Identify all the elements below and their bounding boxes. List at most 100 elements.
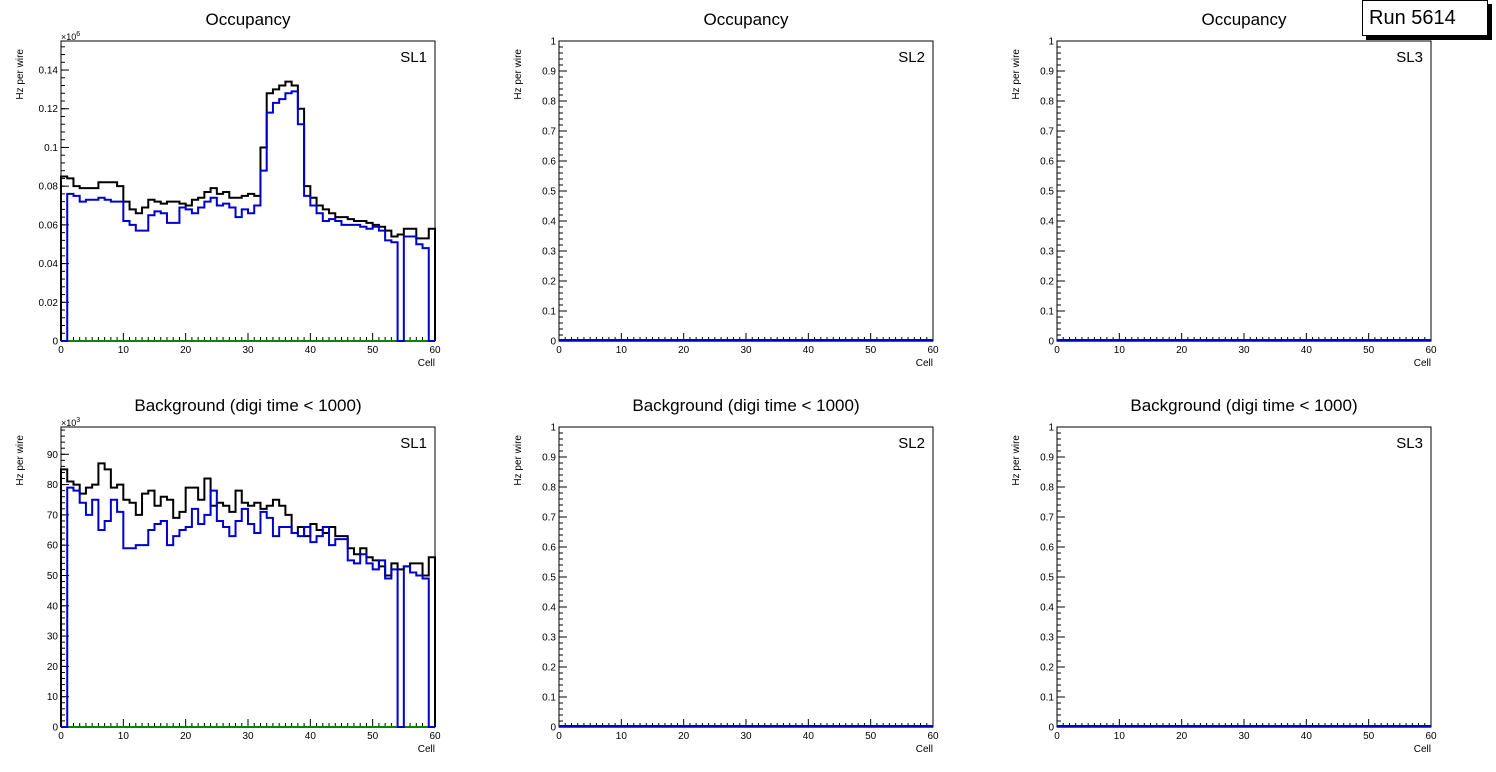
run-label-frame xyxy=(1362,0,1488,36)
x-tick-label: 50 xyxy=(865,345,877,356)
x-tick-label: 20 xyxy=(678,345,690,356)
plot-frame xyxy=(60,40,436,342)
chart-panel-3: Occupancy SL3 0 10 20 30 40 50 60 Cell 0 0.1 0.2 0.3 0… xyxy=(1011,10,1437,369)
y-tick-label: 0.5 xyxy=(542,573,556,584)
y-tick-label: 0.7 xyxy=(542,127,556,138)
panel-label: SL1 xyxy=(400,435,427,452)
y-tick-label: 20 xyxy=(47,662,59,673)
y-tick-label: 0.6 xyxy=(1040,543,1054,554)
y-tick-label: 0.8 xyxy=(1040,97,1054,108)
plot-frame xyxy=(1056,426,1432,728)
x-tick-label: 0 xyxy=(58,345,64,356)
x-tick-label: 40 xyxy=(1301,731,1313,742)
x-tick-label: 0 xyxy=(1054,345,1060,356)
x-tick-label: 40 xyxy=(305,731,317,742)
x-tick-label: 30 xyxy=(1238,731,1250,742)
panel-label: SL1 xyxy=(400,49,427,66)
chart-title: Occupancy xyxy=(703,10,789,29)
y-tick-label: 0 xyxy=(52,723,58,734)
y-tick-label: 0 xyxy=(1048,723,1054,734)
x-tick-label: 60 xyxy=(927,345,939,356)
y-tick-label: 50 xyxy=(47,571,59,582)
x-tick-label: 30 xyxy=(1238,345,1250,356)
series-step-line-1 xyxy=(60,80,436,341)
x-tick-label: 50 xyxy=(1363,731,1375,742)
x-tick-label: 10 xyxy=(616,345,628,356)
x-tick-label: 20 xyxy=(180,731,192,742)
series-step-line-1 xyxy=(60,462,436,727)
y-tick-label: 0.4 xyxy=(1040,217,1054,228)
x-tick-label: 30 xyxy=(740,345,752,356)
chart-title: Occupancy xyxy=(1201,10,1287,29)
y-tick-label: 0.6 xyxy=(542,157,556,168)
x-tick-label: 60 xyxy=(1425,345,1437,356)
y-tick-label: 0.04 xyxy=(39,259,59,270)
x-tick-label: 20 xyxy=(1176,345,1188,356)
y-tick-label: 1 xyxy=(1048,423,1054,434)
y-tick-label: 0.7 xyxy=(1040,127,1054,138)
x-tick-label: 0 xyxy=(556,731,562,742)
y-tick-label: 0.3 xyxy=(1040,633,1054,644)
x-tick-label: 10 xyxy=(118,345,130,356)
x-tick-label: 20 xyxy=(678,731,690,742)
y-tick-label: 0.08 xyxy=(39,182,59,193)
chart-title: Background (digi time < 1000) xyxy=(134,396,361,415)
y-tick-label: 0.9 xyxy=(1040,67,1054,78)
y-axis-label: Hz per wire xyxy=(513,435,524,486)
y-tick-label: 0.8 xyxy=(542,483,556,494)
axis-exponent: ×106 xyxy=(61,31,80,42)
x-tick-label: 10 xyxy=(118,731,130,742)
y-tick-label: 0.8 xyxy=(542,97,556,108)
y-tick-label: 60 xyxy=(47,541,59,552)
y-tick-label: 0.3 xyxy=(542,247,556,258)
panel-label: SL2 xyxy=(898,435,925,452)
chart-panel-1: Occupancy SL1 0 10 20 30 40 50 60 Cell 0 0.02 0.04 0.… xyxy=(15,10,441,369)
y-tick-label: 0.8 xyxy=(1040,483,1054,494)
y-axis-label: Hz per wire xyxy=(15,435,26,486)
y-tick-label: 0.3 xyxy=(542,633,556,644)
y-tick-label: 0.2 xyxy=(542,277,556,288)
x-tick-label: 60 xyxy=(429,345,441,356)
y-tick-label: 1 xyxy=(550,37,556,48)
plot-frame xyxy=(558,40,934,342)
x-tick-label: 50 xyxy=(367,345,379,356)
x-tick-label: 50 xyxy=(865,731,877,742)
y-tick-label: 1 xyxy=(550,423,556,434)
y-tick-label: 1 xyxy=(1048,37,1054,48)
x-tick-label: 40 xyxy=(305,345,317,356)
x-tick-label: 50 xyxy=(1363,345,1375,356)
y-tick-label: 0.2 xyxy=(1040,663,1054,674)
x-axis-label: Cell xyxy=(916,744,933,755)
run-label-box: Run 5614 xyxy=(1362,0,1492,40)
series-step-line-2 xyxy=(61,486,435,728)
x-tick-label: 60 xyxy=(1425,731,1437,742)
x-tick-label: 10 xyxy=(1114,345,1126,356)
y-tick-label: 0.06 xyxy=(39,220,59,231)
panel-label: SL3 xyxy=(1396,435,1423,452)
y-tick-label: 0.9 xyxy=(542,67,556,78)
y-axis-label: Hz per wire xyxy=(1011,435,1022,486)
y-tick-label: 10 xyxy=(47,692,59,703)
y-tick-label: 70 xyxy=(47,510,59,521)
y-tick-label: 80 xyxy=(47,480,59,491)
y-tick-label: 0.4 xyxy=(542,217,556,228)
y-tick-label: 0.2 xyxy=(1040,277,1054,288)
chart-title: Occupancy xyxy=(205,10,291,29)
y-tick-label: 0 xyxy=(1048,337,1054,348)
y-tick-label: 0.6 xyxy=(542,543,556,554)
y-tick-label: 0 xyxy=(550,723,556,734)
y-tick-label: 0.7 xyxy=(1040,513,1054,524)
y-tick-label: 0.1 xyxy=(542,693,556,704)
y-tick-label: 0.2 xyxy=(542,663,556,674)
plot-frame xyxy=(558,426,934,728)
y-tick-label: 0.5 xyxy=(1040,187,1054,198)
y-axis-label: Hz per wire xyxy=(1011,49,1022,100)
y-tick-label: 30 xyxy=(47,632,59,643)
y-tick-label: 0.4 xyxy=(542,603,556,614)
y-tick-label: 0 xyxy=(550,337,556,348)
x-tick-label: 40 xyxy=(1301,345,1313,356)
y-tick-label: 0.1 xyxy=(542,307,556,318)
